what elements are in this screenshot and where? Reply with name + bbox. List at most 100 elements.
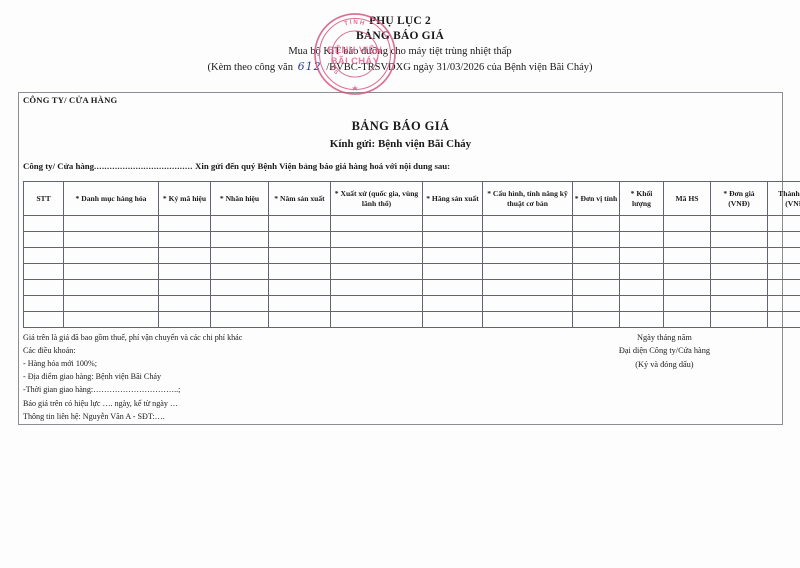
table-cell[interactable] bbox=[572, 311, 620, 328]
table-row[interactable] bbox=[23, 279, 800, 296]
table-cell[interactable] bbox=[572, 215, 620, 232]
table-cell[interactable] bbox=[210, 231, 269, 248]
table-row[interactable] bbox=[23, 247, 800, 264]
table-cell[interactable] bbox=[268, 247, 331, 264]
table-cell[interactable] bbox=[210, 247, 269, 264]
table-cell[interactable] bbox=[572, 247, 620, 264]
table-cell[interactable] bbox=[23, 215, 64, 232]
term-item-4: Thông tin liên hệ: Nguyễn Văn A - SĐT:…. bbox=[23, 411, 165, 421]
table-cell[interactable] bbox=[158, 247, 211, 264]
table-cell[interactable] bbox=[210, 311, 269, 328]
table-cell[interactable] bbox=[663, 247, 711, 264]
table-cell[interactable] bbox=[710, 295, 768, 312]
table-cell[interactable] bbox=[158, 295, 211, 312]
table-cell[interactable] bbox=[63, 231, 159, 248]
table-cell[interactable] bbox=[268, 215, 331, 232]
table-cell[interactable] bbox=[663, 295, 711, 312]
table-cell[interactable] bbox=[268, 311, 331, 328]
table-cell[interactable] bbox=[63, 263, 159, 280]
table-cell[interactable] bbox=[663, 311, 711, 328]
table-cell[interactable] bbox=[23, 311, 64, 328]
table-cell[interactable] bbox=[63, 295, 159, 312]
table-cell[interactable] bbox=[23, 263, 64, 280]
table-cell[interactable] bbox=[482, 279, 573, 296]
table-cell[interactable] bbox=[663, 263, 711, 280]
table-cell[interactable] bbox=[422, 279, 483, 296]
table-cell[interactable] bbox=[619, 231, 664, 248]
table-cell[interactable] bbox=[422, 247, 483, 264]
table-cell[interactable] bbox=[330, 247, 423, 264]
table-cell[interactable] bbox=[619, 295, 664, 312]
table-cell[interactable] bbox=[572, 279, 620, 296]
table-cell[interactable] bbox=[619, 215, 664, 232]
table-cell[interactable] bbox=[422, 295, 483, 312]
table-cell[interactable] bbox=[158, 215, 211, 232]
table-cell[interactable] bbox=[210, 263, 269, 280]
intro-line: Công ty/ Cửa hàng.......................… bbox=[23, 161, 450, 171]
table-cell[interactable] bbox=[23, 295, 64, 312]
table-cell[interactable] bbox=[663, 279, 711, 296]
table-cell[interactable] bbox=[210, 295, 269, 312]
table-cell[interactable] bbox=[710, 215, 768, 232]
table-cell[interactable] bbox=[767, 215, 800, 232]
table-cell[interactable] bbox=[663, 215, 711, 232]
table-cell[interactable] bbox=[330, 279, 423, 296]
table-row[interactable] bbox=[23, 311, 800, 328]
table-cell[interactable] bbox=[158, 279, 211, 296]
table-cell[interactable] bbox=[23, 247, 64, 264]
table-cell[interactable] bbox=[767, 231, 800, 248]
table-cell[interactable] bbox=[767, 295, 800, 312]
table-cell[interactable] bbox=[63, 311, 159, 328]
table-cell[interactable] bbox=[572, 231, 620, 248]
table-cell[interactable] bbox=[482, 215, 573, 232]
table-cell[interactable] bbox=[330, 295, 423, 312]
table-cell[interactable] bbox=[63, 247, 159, 264]
table-cell[interactable] bbox=[767, 263, 800, 280]
table-cell[interactable] bbox=[158, 263, 211, 280]
table-cell[interactable] bbox=[619, 247, 664, 264]
table-cell[interactable] bbox=[268, 231, 331, 248]
table-cell[interactable] bbox=[158, 231, 211, 248]
table-row[interactable] bbox=[23, 231, 800, 248]
table-cell[interactable] bbox=[710, 279, 768, 296]
table-cell[interactable] bbox=[63, 279, 159, 296]
table-cell[interactable] bbox=[710, 247, 768, 264]
table-cell[interactable] bbox=[482, 231, 573, 248]
table-cell[interactable] bbox=[422, 231, 483, 248]
table-cell[interactable] bbox=[710, 231, 768, 248]
table-cell[interactable] bbox=[210, 215, 269, 232]
table-cell[interactable] bbox=[23, 231, 64, 248]
table-cell[interactable] bbox=[710, 263, 768, 280]
table-cell[interactable] bbox=[23, 279, 64, 296]
table-cell[interactable] bbox=[619, 263, 664, 280]
table-cell[interactable] bbox=[619, 311, 664, 328]
table-cell[interactable] bbox=[710, 311, 768, 328]
table-cell[interactable] bbox=[422, 263, 483, 280]
table-cell[interactable] bbox=[767, 311, 800, 328]
table-cell[interactable] bbox=[482, 263, 573, 280]
table-cell[interactable] bbox=[268, 263, 331, 280]
table-cell[interactable] bbox=[268, 295, 331, 312]
table-cell[interactable] bbox=[268, 279, 331, 296]
table-cell[interactable] bbox=[422, 311, 483, 328]
table-cell[interactable] bbox=[572, 295, 620, 312]
table-cell[interactable] bbox=[422, 215, 483, 232]
table-cell[interactable] bbox=[330, 311, 423, 328]
table-cell[interactable] bbox=[767, 247, 800, 264]
table-cell[interactable] bbox=[158, 311, 211, 328]
table-cell[interactable] bbox=[767, 279, 800, 296]
table-cell[interactable] bbox=[572, 263, 620, 280]
table-cell[interactable] bbox=[63, 215, 159, 232]
table-cell[interactable] bbox=[663, 231, 711, 248]
table-cell[interactable] bbox=[330, 231, 423, 248]
table-cell[interactable] bbox=[619, 279, 664, 296]
table-row[interactable] bbox=[23, 215, 800, 232]
table-cell[interactable] bbox=[330, 263, 423, 280]
table-row[interactable] bbox=[23, 263, 800, 280]
table-cell[interactable] bbox=[330, 215, 423, 232]
table-row[interactable] bbox=[23, 295, 800, 312]
table-cell[interactable] bbox=[482, 295, 573, 312]
table-cell[interactable] bbox=[210, 279, 269, 296]
table-cell[interactable] bbox=[482, 247, 573, 264]
table-cell[interactable] bbox=[482, 311, 573, 328]
